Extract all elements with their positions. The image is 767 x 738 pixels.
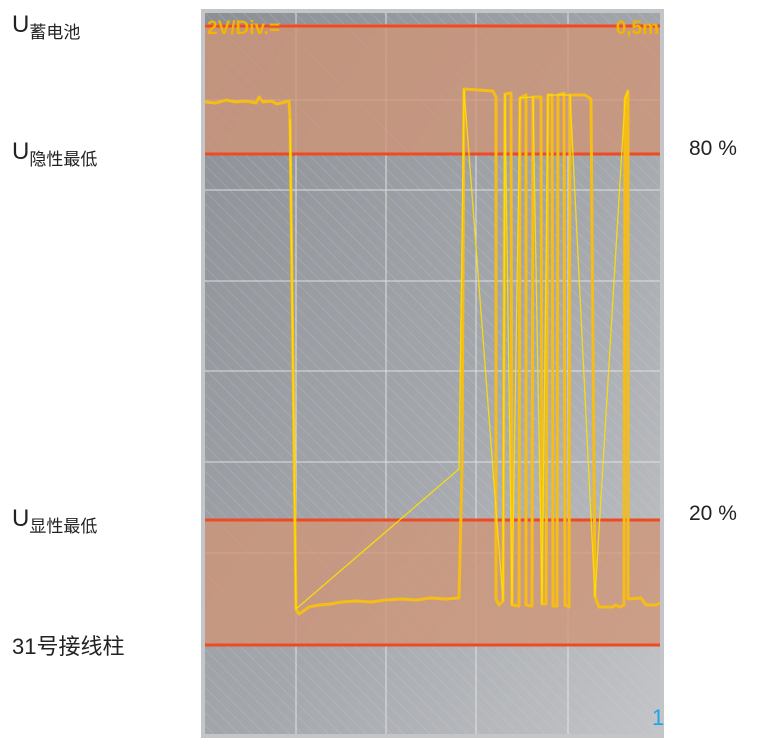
battery-voltage-sub: 蓄电池: [29, 23, 81, 42]
terminal-31-label: 31号接线柱: [12, 634, 125, 659]
oscilloscope-plot: 0,5m 2V/Div.= 1: [204, 13, 664, 734]
battery-voltage-label: U蓄电池: [12, 11, 81, 42]
signal-trace-highlight: [289, 88, 629, 611]
scope-time-div: 0,5m: [616, 18, 659, 39]
percent-80-label: 80 %: [689, 137, 737, 160]
channel-number: 1: [652, 705, 664, 730]
recessive-min-sub: 隐性最低: [29, 150, 98, 169]
recessive-min-label: U隐性最低: [12, 138, 98, 169]
recessive-zone: [205, 24, 660, 154]
dominant-min-sub: 显性最低: [29, 517, 98, 536]
dominant-zone: [205, 520, 660, 645]
scope-volt-div: 2V/Div.=: [207, 18, 280, 39]
dominant-min-label: U显性最低: [12, 505, 98, 536]
oscilloscope-screen: 0,5m 2V/Div.= 1: [201, 9, 664, 738]
percent-20-label: 20 %: [689, 502, 737, 525]
